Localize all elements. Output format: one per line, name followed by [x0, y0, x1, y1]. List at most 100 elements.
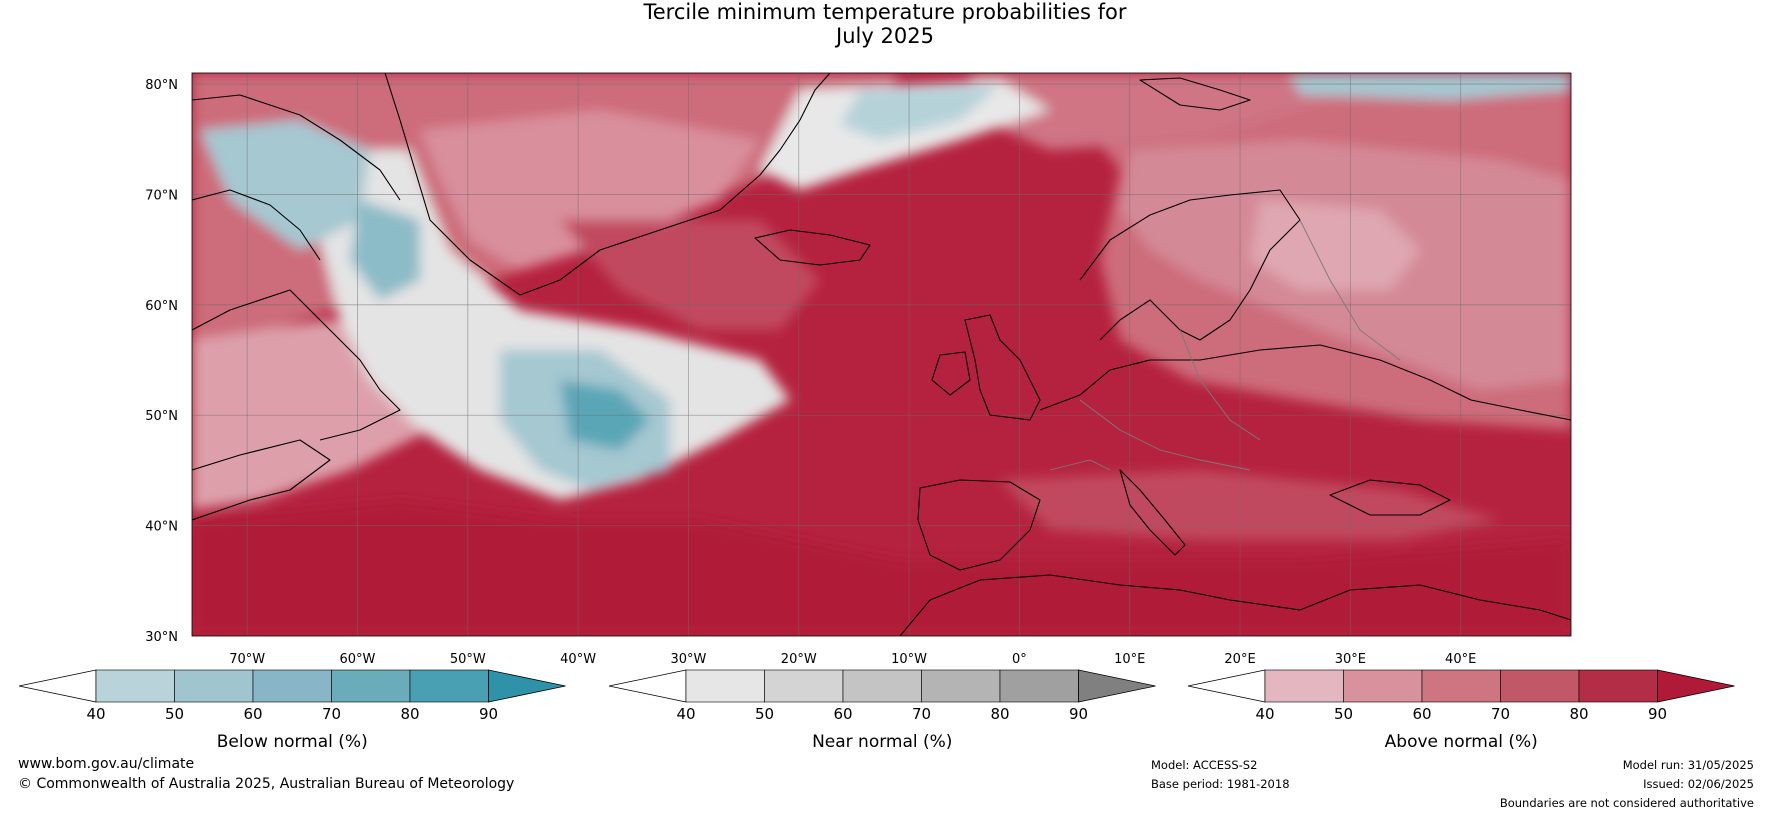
coastline-baffin-2 [192, 189, 321, 261]
probability-shading [192, 73, 1571, 636]
map-panel [192, 73, 1571, 636]
above-40-north-russia [1250, 200, 1420, 290]
colorbar-label: Above normal (%) [1385, 732, 1538, 752]
colorbar-tick-label: 80 [400, 705, 419, 723]
colorbar-tick-label: 60 [243, 705, 262, 723]
colorbar-below-min-extend [18, 669, 97, 703]
lat-tick-label: 60°N [145, 299, 178, 314]
colorbar-near-segment [764, 669, 844, 703]
lon-tick-label: 40°E [1445, 652, 1476, 667]
colorbar-above: 40 50 60 70 80 90 Above normal (%) [1187, 669, 1735, 752]
colorbar-below-segment [331, 669, 411, 703]
lon-tick-label: 30°W [670, 652, 706, 667]
below-50-arctic [840, 85, 1000, 140]
coastline-scandinavia [1079, 189, 1301, 341]
colorbar-tick-label: 40 [86, 705, 105, 723]
colorbar-near: 40 50 60 70 80 90 Near normal (%) [608, 669, 1156, 752]
colorbar-below-segment [95, 669, 175, 703]
coastline-baffin [192, 94, 401, 201]
colorbar-tick-label: 90 [479, 705, 498, 723]
colorbar-tick-label: 40 [1255, 705, 1274, 723]
footer-run-info: Model run: 31/05/2025 Issued: 02/06/2025… [1500, 756, 1754, 813]
colorbar-near-segment [999, 669, 1079, 703]
lon-tick-label: 10°W [891, 652, 927, 667]
colorbar-above-min-extend [1187, 669, 1266, 703]
coastlines [192, 73, 1571, 636]
coastline-ireland [931, 351, 971, 396]
coastline-iberia [917, 479, 1041, 571]
footer-left: www.bom.gov.au/climate © Commonwealth of… [18, 754, 514, 794]
footer-issued: Issued: 02/06/2025 [1643, 777, 1754, 791]
lon-tick-label: 70°W [229, 652, 265, 667]
latitude-labels: 30°N 40°N 50°N 60°N 70°N 80°N [145, 78, 178, 645]
colorbar-label: Near normal (%) [812, 732, 952, 752]
graticule [192, 73, 1571, 636]
colorbar-label: Below normal (%) [217, 732, 368, 752]
colorbar-tick-label: 70 [912, 705, 931, 723]
colorbar-tick-label: 50 [1334, 705, 1353, 723]
longitude-labels: 70°W 60°W 50°W 40°W 30°W 20°W 10°W 0° 10°E 20°E 30… [229, 652, 1476, 667]
footer-model: Model: ACCESS-S2 [1151, 758, 1258, 772]
colorbar-near-segment [921, 669, 1001, 703]
colorbar-tick-label: 80 [1569, 705, 1588, 723]
lon-tick-label: 20°E [1224, 652, 1255, 667]
colorbar-above-segment [1343, 669, 1423, 703]
lon-tick-label: 50°W [450, 652, 486, 667]
colorbar-tick-label: 90 [1069, 705, 1088, 723]
footer-copyright: © Commonwealth of Australia 2025, Austra… [18, 776, 515, 792]
title-line-1: Tercile minimum temperature probabilitie… [643, 0, 1127, 24]
coastline-greenland [384, 73, 831, 296]
colorbars: 40 50 60 70 80 90 Below normal (%) 40 50 60 70 80 90… [18, 669, 1735, 752]
lon-tick-label: 30°E [1335, 652, 1366, 667]
colorbar-tick-label: 70 [1491, 705, 1510, 723]
colorbar-tick-label: 60 [833, 705, 852, 723]
coastline-iceland [754, 229, 871, 266]
below-60-baffin [200, 120, 370, 250]
coastline-svalbard [1139, 77, 1251, 111]
coastline-nova-scotia [192, 439, 331, 521]
footer-disclaimer: Boundaries are not considered authoritat… [1499, 796, 1754, 810]
colorbar-near-max-extend [1078, 669, 1156, 703]
colorbar-above-max-extend [1657, 669, 1735, 703]
lon-tick-label: 0° [1012, 652, 1027, 667]
border-line-4 [1049, 459, 1111, 471]
colorbar-tick-label: 50 [755, 705, 774, 723]
coastline-italy [1119, 469, 1186, 556]
lon-tick-label: 10°E [1114, 652, 1145, 667]
above-50-greenland-coast [420, 110, 760, 270]
lon-tick-label: 40°W [560, 652, 596, 667]
colorbar-above-segment [1421, 669, 1501, 703]
colorbar-tick-label: 60 [1412, 705, 1431, 723]
border-line-2 [1179, 329, 1261, 441]
colorbar-below-segment [409, 669, 489, 703]
lat-tick-label: 30°N [145, 630, 178, 645]
colorbar-above-segment [1264, 669, 1344, 703]
colorbar-near-segment [842, 669, 922, 703]
coastline-labrador [192, 289, 401, 441]
colorbar-above-segment [1578, 669, 1658, 703]
country-borders [1049, 219, 1401, 471]
colorbar-near-min-extend [608, 669, 687, 703]
lon-tick-label: 60°W [340, 652, 376, 667]
footer-model-run: Model run: 31/05/2025 [1622, 758, 1754, 772]
lat-tick-label: 80°N [145, 78, 178, 93]
lat-tick-label: 50°N [145, 409, 178, 424]
title-line-2: July 2025 [836, 24, 934, 48]
near-normal-arctic [760, 80, 1050, 190]
coastline-europe [1039, 344, 1571, 421]
lat-tick-label: 70°N [145, 188, 178, 203]
lat-tick-label: 40°N [145, 520, 178, 535]
map-title: Tercile minimum temperature probabilitie… [0, 0, 1770, 48]
lon-tick-label: 20°W [781, 652, 817, 667]
below-60-arctic-east [1290, 73, 1571, 100]
colorbar-below-segment [174, 669, 254, 703]
coastline-uk [964, 314, 1041, 421]
above-90-subtropics [192, 500, 1571, 636]
colorbar-near-segment [685, 669, 765, 703]
near-normal-labrador [320, 150, 790, 500]
below-70-labrador [350, 200, 420, 300]
coastline-africa [899, 574, 1571, 636]
